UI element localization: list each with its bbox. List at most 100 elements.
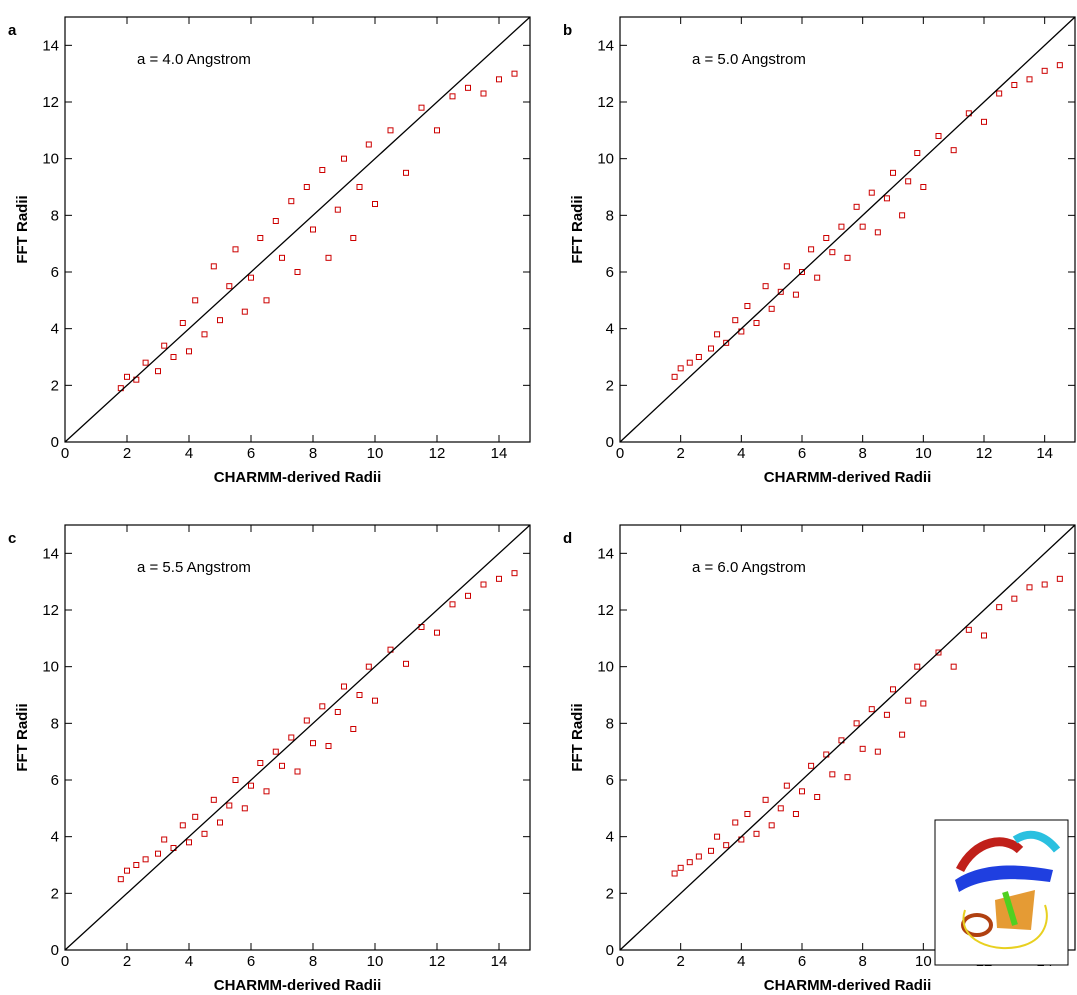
point — [744, 303, 751, 309]
point — [853, 203, 860, 210]
point — [714, 331, 721, 338]
y-tick-label: 6 — [606, 264, 614, 281]
x-tick-label: 10 — [367, 445, 384, 462]
point — [859, 745, 866, 752]
point — [279, 762, 285, 769]
point — [403, 169, 409, 176]
annotation: a = 4.0 Angstrom — [137, 51, 251, 68]
x-tick-label: 14 — [1036, 445, 1053, 462]
point — [124, 373, 130, 380]
point — [434, 127, 440, 134]
y-tick-label: 12 — [42, 602, 59, 619]
point — [714, 833, 721, 840]
point — [257, 235, 264, 241]
x-tick-label: 8 — [309, 445, 317, 462]
point — [753, 320, 760, 326]
point — [996, 90, 1003, 97]
point — [695, 853, 702, 860]
x-tick-label: 2 — [676, 445, 684, 462]
x-tick-label: 2 — [123, 445, 131, 462]
point — [695, 354, 702, 360]
point — [935, 649, 942, 656]
y-tick-label: 0 — [51, 942, 59, 959]
annotation: a = 6.0 Angstrom — [692, 559, 806, 576]
y-tick-label: 2 — [51, 377, 59, 394]
panel-label: c — [8, 530, 16, 547]
x-tick-label: 8 — [858, 953, 866, 970]
x-tick-label: 10 — [915, 953, 932, 970]
point — [838, 223, 845, 230]
point — [844, 254, 851, 261]
point — [868, 189, 875, 196]
point — [708, 847, 714, 854]
point — [372, 201, 378, 207]
annotation: a = 5.5 Angstrom — [137, 559, 251, 576]
point — [161, 342, 168, 349]
point — [303, 717, 310, 724]
point — [899, 212, 906, 219]
x-tick-label: 10 — [915, 445, 932, 462]
helix-cyan — [1012, 830, 1061, 853]
y-tick-label: 8 — [51, 715, 59, 732]
y-tick-label: 2 — [606, 885, 614, 902]
y-tick-label: 10 — [597, 151, 614, 168]
y-tick-label: 0 — [606, 942, 614, 959]
y-tick-label: 8 — [606, 207, 614, 224]
point — [981, 118, 987, 125]
x-tick-label: 4 — [185, 953, 193, 970]
point — [814, 274, 821, 281]
point — [334, 709, 341, 715]
point — [319, 167, 326, 173]
y-tick-label: 4 — [606, 321, 614, 338]
point — [511, 70, 518, 77]
point — [310, 226, 316, 233]
point — [418, 104, 425, 111]
point — [365, 141, 372, 148]
y-tick-label: 6 — [606, 772, 614, 789]
point — [792, 291, 799, 298]
strand-blue — [955, 865, 1053, 892]
point — [511, 570, 518, 577]
point — [920, 700, 927, 707]
x-tick-label: 0 — [616, 953, 624, 970]
point — [950, 147, 957, 154]
point — [868, 706, 875, 713]
y-tick-label: 8 — [51, 207, 59, 224]
point — [279, 254, 285, 261]
point — [117, 876, 124, 883]
y-tick-label: 10 — [42, 659, 59, 676]
point — [310, 740, 316, 747]
point — [890, 686, 896, 693]
point — [465, 84, 471, 91]
point — [671, 373, 678, 380]
point — [334, 206, 341, 213]
loop-yellow — [962, 904, 1048, 950]
point — [935, 133, 942, 139]
point — [996, 604, 1003, 611]
point — [981, 632, 987, 639]
point — [853, 720, 860, 727]
point — [155, 850, 161, 857]
y-axis-label: FFT Radii — [569, 195, 586, 263]
point — [241, 805, 248, 812]
point — [799, 269, 805, 275]
point — [192, 813, 199, 820]
y-tick-label: 2 — [51, 885, 59, 902]
point — [823, 235, 830, 241]
y-tick-label: 14 — [597, 545, 614, 562]
point — [883, 195, 890, 202]
point — [914, 150, 921, 156]
point — [859, 223, 866, 230]
point — [808, 762, 815, 769]
x-tick-label: 12 — [429, 445, 446, 462]
y-tick-label: 4 — [51, 829, 59, 846]
point — [294, 768, 301, 775]
point — [480, 90, 487, 97]
y-tick-label: 14 — [42, 37, 59, 54]
point — [248, 274, 254, 281]
point — [170, 354, 177, 360]
x-axis-label: CHARMM-derived Radii — [764, 977, 932, 994]
x-tick-label: 0 — [616, 445, 624, 462]
point — [874, 748, 881, 755]
point — [777, 805, 784, 812]
